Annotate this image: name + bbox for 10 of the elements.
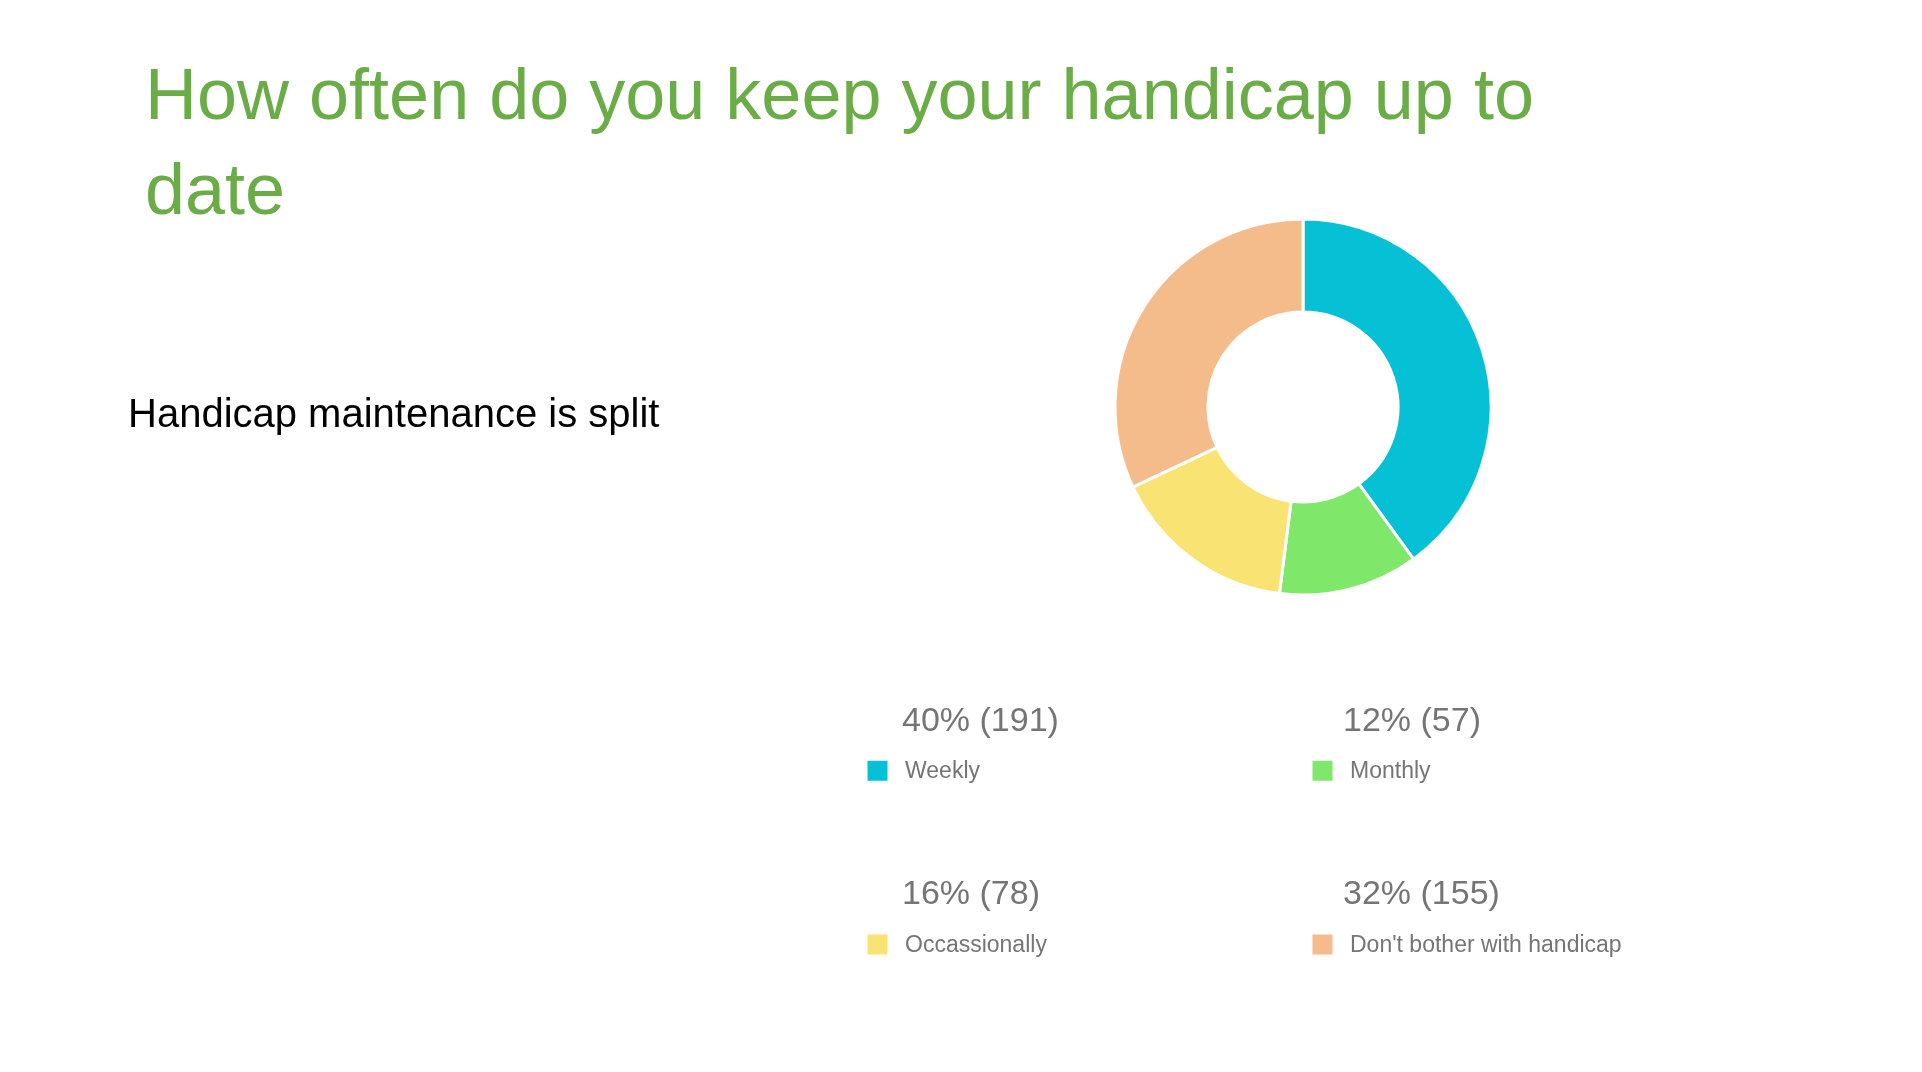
data-label: 16% (78) [902,873,1040,911]
text: Handicap maintenance is split [128,391,660,435]
legend-label: Monthly [1350,756,1432,783]
legend-label: Don't bother with handicap [1350,930,1622,957]
data-label: 32% (155) [1343,873,1500,911]
data-label: 12% (57) [1343,700,1481,738]
data-label: 40% (191) [902,700,1059,738]
chart-title: How often do you keep your handicap up to date [145,54,1534,229]
legend-label: Weekly [905,756,981,783]
legend-label: Occassionally [905,930,1048,957]
